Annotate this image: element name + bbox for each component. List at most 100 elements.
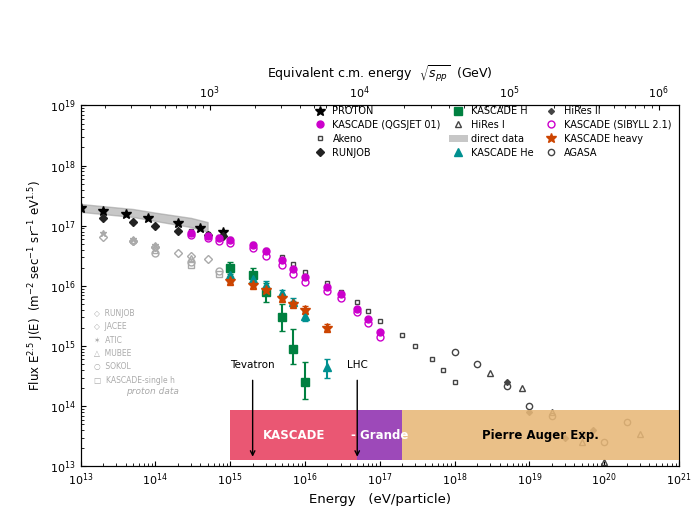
RUNJOB — [99, 214, 107, 221]
RUNJOB — [129, 219, 137, 225]
KASCADE (SIBYLL 2.1) — [364, 320, 372, 326]
RUNJOB — [151, 223, 160, 229]
Y-axis label: Flux E$^{2.5}$ J(E)  (m$^{-2}$ sec$^{-1}$ sr$^{-1}$ eV$^{1.5}$): Flux E$^{2.5}$ J(E) (m$^{-2}$ sec$^{-1}$… — [26, 181, 46, 391]
AGASA — [547, 413, 556, 419]
KASCADE (QGSJET 01) — [278, 257, 286, 263]
KASCADE (QGSJET 01) — [364, 316, 372, 323]
PROTON — [76, 205, 85, 211]
Text: ◇  RUNJOB: ◇ RUNJOB — [94, 309, 134, 318]
Akeno — [323, 280, 332, 287]
KASCADE (QGSJET 01) — [262, 248, 270, 254]
AGASA — [622, 418, 631, 425]
KASCADE (QGSJET 01) — [301, 274, 309, 280]
Text: KASCADE: KASCADE — [262, 428, 325, 442]
Line: RUNJOB: RUNJOB — [100, 215, 225, 239]
KASCADE (QGSJET 01) — [187, 230, 195, 237]
KASCADE (SIBYLL 2.1) — [301, 279, 309, 286]
Line: Akeno: Akeno — [188, 229, 457, 385]
Akeno — [337, 289, 345, 295]
KASCADE (SIBYLL 2.1) — [375, 334, 384, 340]
AGASA — [600, 440, 608, 446]
Bar — [230, 411, 357, 460]
Line: HiRes I: HiRes I — [487, 370, 643, 464]
Text: proton data: proton data — [125, 387, 178, 396]
KASCADE (QGSJET 01) — [323, 284, 332, 290]
Text: □  KASCADE-single h: □ KASCADE-single h — [94, 376, 174, 385]
PROTON — [144, 214, 153, 221]
Text: ◇  JACEE: ◇ JACEE — [94, 322, 126, 331]
PROTON — [196, 225, 204, 231]
Akeno — [353, 298, 361, 305]
X-axis label: Energy   (eV/particle): Energy (eV/particle) — [309, 493, 451, 506]
KASCADE (SIBYLL 2.1) — [262, 252, 270, 259]
Akeno — [204, 231, 212, 238]
Akeno — [428, 356, 436, 363]
KASCADE (QGSJET 01) — [204, 232, 212, 239]
Akeno — [226, 236, 234, 242]
Line: KASCADE (QGSJET 01): KASCADE (QGSJET 01) — [188, 230, 383, 336]
Line: PROTON: PROTON — [76, 203, 228, 237]
KASCADE (SIBYLL 2.1) — [187, 232, 195, 238]
Akeno — [301, 269, 309, 275]
HiRes II — [503, 379, 511, 385]
KASCADE (SIBYLL 2.1) — [337, 295, 345, 301]
Akeno — [439, 367, 447, 373]
KASCADE (SIBYLL 2.1) — [278, 262, 286, 268]
AGASA — [503, 383, 511, 389]
Akeno — [278, 254, 286, 260]
KASCADE (QGSJET 01) — [337, 291, 345, 298]
Akeno — [375, 318, 384, 324]
PROTON — [121, 211, 130, 218]
KASCADE (SIBYLL 2.1) — [323, 288, 332, 294]
Akeno — [364, 308, 372, 314]
HiRes I — [636, 431, 644, 437]
PROTON — [174, 220, 182, 227]
HiRes I — [486, 370, 494, 377]
KASCADE (SIBYLL 2.1) — [353, 309, 361, 315]
HiRes I — [547, 409, 556, 415]
KASCADE (SIBYLL 2.1) — [214, 238, 223, 244]
Akeno — [214, 233, 223, 240]
Text: Pierre Auger Exp.: Pierre Auger Exp. — [482, 428, 599, 442]
AGASA — [473, 361, 482, 367]
KASCADE (QGSJET 01) — [353, 306, 361, 312]
KASCADE (SIBYLL 2.1) — [248, 245, 257, 251]
Line: KASCADE (SIBYLL 2.1): KASCADE (SIBYLL 2.1) — [188, 231, 383, 341]
Bar — [357, 411, 402, 460]
Akeno — [262, 247, 270, 253]
HiRes II — [589, 427, 597, 433]
HiRes II — [561, 435, 569, 441]
Akeno — [411, 343, 419, 349]
Legend: PROTON, KASCADE (QGSJET 01), Akeno, RUNJOB, KASCADE H, HiRes I, direct data, KAS: PROTON, KASCADE (QGSJET 01), Akeno, RUNJ… — [307, 103, 674, 161]
KASCADE (QGSJET 01) — [248, 242, 257, 248]
Akeno — [187, 228, 195, 234]
Text: ✶  ATIC: ✶ ATIC — [94, 336, 122, 345]
Bar — [402, 411, 679, 460]
X-axis label: Equivalent c.m. energy  $\sqrt{s_{pp}}$  (GeV): Equivalent c.m. energy $\sqrt{s_{pp}}$ (… — [267, 64, 493, 85]
Text: ○  SOKOL: ○ SOKOL — [94, 363, 130, 372]
Akeno — [289, 261, 298, 267]
Text: LHC: LHC — [346, 360, 368, 370]
Line: AGASA: AGASA — [452, 349, 630, 445]
HiRes II — [525, 409, 533, 415]
HiRes I — [600, 458, 608, 465]
KASCADE (QGSJET 01) — [226, 237, 234, 243]
PROTON — [99, 208, 107, 214]
KASCADE (SIBYLL 2.1) — [289, 270, 298, 277]
AGASA — [578, 431, 586, 437]
RUNJOB — [204, 232, 212, 238]
RUNJOB — [218, 232, 227, 239]
Text: △  MUBEE: △ MUBEE — [94, 349, 131, 358]
KASCADE (SIBYLL 2.1) — [204, 235, 212, 241]
RUNJOB — [174, 228, 182, 234]
PROTON — [218, 228, 227, 235]
KASCADE (QGSJET 01) — [214, 235, 223, 241]
Akeno — [398, 333, 407, 339]
KASCADE (QGSJET 01) — [289, 266, 298, 272]
AGASA — [450, 349, 459, 355]
HiRes I — [518, 385, 526, 391]
Akeno — [450, 379, 459, 385]
KASCADE (SIBYLL 2.1) — [226, 240, 234, 246]
Line: HiRes II: HiRes II — [505, 380, 595, 440]
Akeno — [248, 241, 257, 247]
